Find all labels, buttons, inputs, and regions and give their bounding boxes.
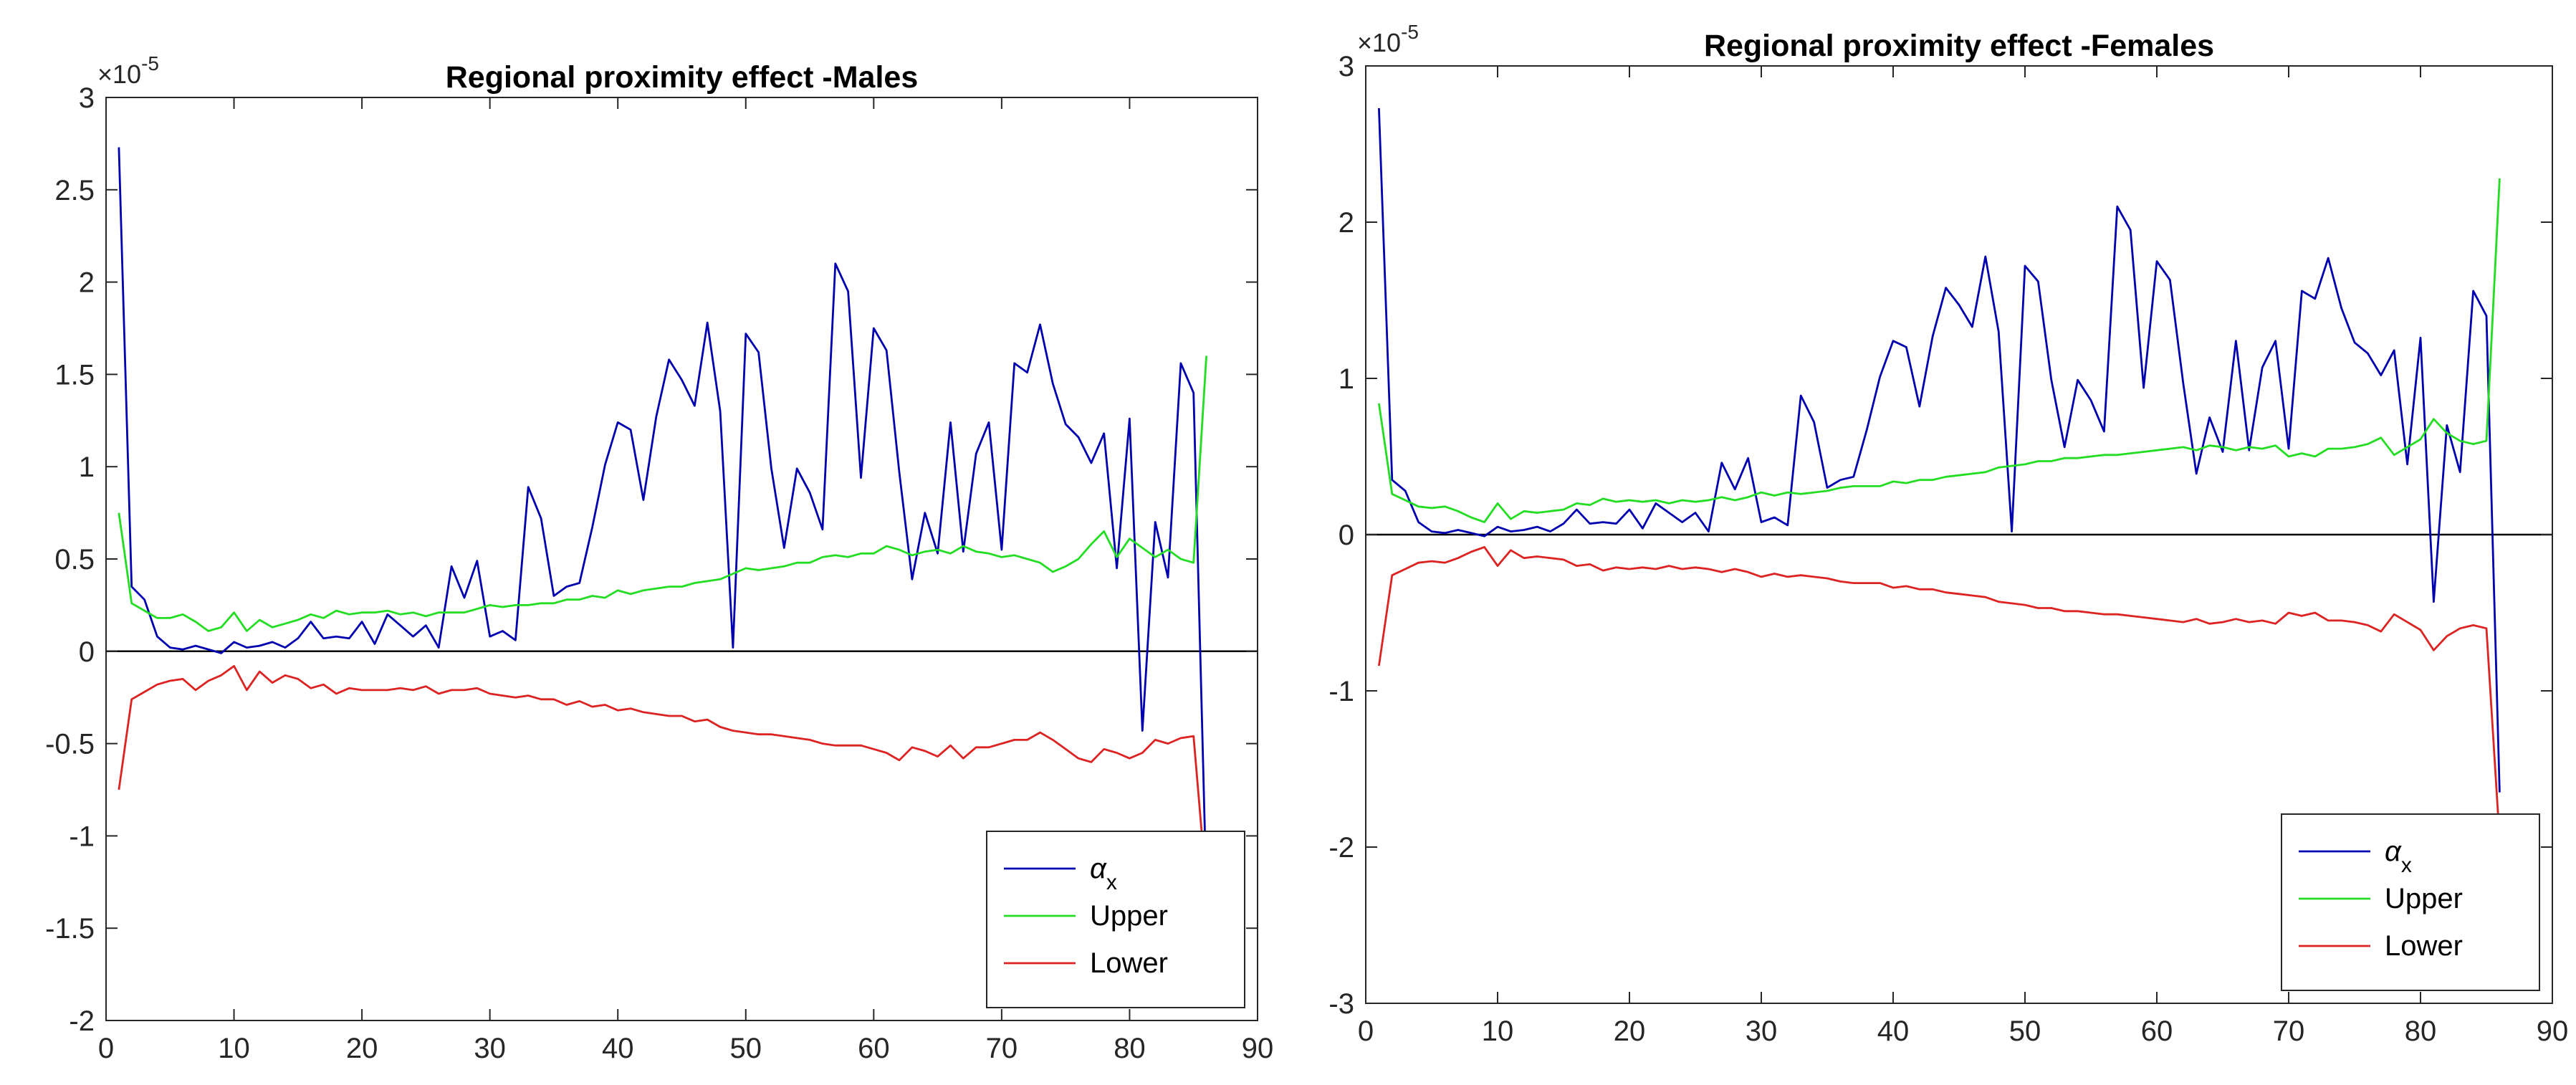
chart-1-exponent-power: -5 bbox=[141, 52, 159, 75]
chart-1-series-line-upper bbox=[118, 355, 1207, 632]
chart-1-x-tick-label: 50 bbox=[730, 1033, 762, 1064]
chart-1-y-tick-label: -2 bbox=[69, 1005, 95, 1037]
chart-2-y-tick-label: -1 bbox=[1328, 676, 1354, 707]
chart-1-y-tick-label: 3 bbox=[79, 82, 95, 114]
chart-2-x-tick-label: 50 bbox=[2009, 1015, 2041, 1047]
chart-2-x-tick-label: 40 bbox=[1877, 1015, 1910, 1047]
chart-1-y-tick-label: 0 bbox=[79, 636, 95, 668]
chart-1-y-tick-label: 0.5 bbox=[54, 544, 95, 575]
chart-1-x-tick-label: 80 bbox=[1114, 1033, 1146, 1064]
chart-1-x-tick-label: 40 bbox=[602, 1033, 634, 1064]
chart-1-y-tick-label: 2 bbox=[79, 267, 95, 299]
chart-2-y-tick-label: -3 bbox=[1328, 988, 1354, 1020]
chart-panel-1: 0 10 20 30 40 50 60 70 80 90 -2 -1.5 -1 -0.5 0 0.5 1 1.5 2… bbox=[45, 52, 1273, 1064]
chart-1-legend-label-upper: Upper bbox=[1090, 900, 1168, 932]
chart-2-y-tick-label: 2 bbox=[1339, 207, 1354, 239]
chart-2-x-tick-label: 70 bbox=[2273, 1015, 2305, 1047]
chart-2-series-line-alpha bbox=[1378, 107, 2501, 793]
chart-2-x-tick-label: 10 bbox=[1482, 1015, 1514, 1047]
chart-2-exponent-power: -5 bbox=[1401, 21, 1419, 43]
chart-2-series-line-lower bbox=[1378, 546, 2501, 840]
chart-2-legend-box bbox=[2281, 813, 2540, 991]
chart-2-y-tick-label: 0 bbox=[1339, 520, 1354, 551]
chart-2-y-tick-label: -2 bbox=[1328, 832, 1354, 864]
chart-1-title: Regional proximity effect -Males bbox=[446, 60, 919, 95]
chart-2-y-tick-label: 1 bbox=[1339, 363, 1354, 395]
chart-2-title: Regional proximity effect -Females bbox=[1704, 29, 2214, 63]
chart-1-x-tick-label: 20 bbox=[346, 1033, 378, 1064]
chart-2-x-tick-label: 0 bbox=[1358, 1015, 1374, 1047]
chart-1-x-tick-label: 10 bbox=[218, 1033, 250, 1064]
chart-1-x-tick-label: 70 bbox=[986, 1033, 1018, 1064]
chart-1-legend-box bbox=[986, 831, 1245, 1008]
chart-2-x-tick-label: 60 bbox=[2141, 1015, 2173, 1047]
chart-1-x-tick-label: 0 bbox=[98, 1033, 114, 1064]
chart-1-x-tick-label: 30 bbox=[474, 1033, 506, 1064]
chart-1-y-tick-label: 1 bbox=[79, 451, 95, 483]
chart-1-legend-label-lower: Lower bbox=[1090, 947, 1168, 979]
chart-1-x-tick-label: 90 bbox=[1242, 1033, 1274, 1064]
chart-2-legend-label-upper: Upper bbox=[2385, 883, 2463, 914]
chart-2-y-tick-label: 3 bbox=[1339, 51, 1354, 82]
chart-1-y-tick-label: -1.5 bbox=[45, 913, 95, 945]
chart-1-legend-label-subscript: x bbox=[1106, 871, 1117, 894]
chart-1-y-tick-label: 1.5 bbox=[54, 359, 95, 391]
chart-2-legend-label-lower: Lower bbox=[2385, 930, 2463, 962]
chart-2-x-tick-label: 80 bbox=[2405, 1015, 2437, 1047]
chart-2-x-tick-label: 90 bbox=[2537, 1015, 2569, 1047]
chart-2-legend-label-subscript: x bbox=[2401, 854, 2412, 877]
chart-2-x-tick-label: 20 bbox=[1614, 1015, 1646, 1047]
chart-1-x-tick-label: 60 bbox=[858, 1033, 890, 1064]
chart-1-y-tick-label: -1 bbox=[69, 821, 95, 852]
chart-1-y-tick-label: 2.5 bbox=[54, 175, 95, 206]
chart-1-series-line-lower bbox=[118, 665, 1207, 888]
chart-2-series-line-upper bbox=[1378, 178, 2501, 523]
chart-2-x-tick-label: 30 bbox=[1746, 1015, 1778, 1047]
chart-1-y-tick-label: -0.5 bbox=[45, 729, 95, 760]
chart-1-series-line-alpha bbox=[118, 147, 1207, 892]
